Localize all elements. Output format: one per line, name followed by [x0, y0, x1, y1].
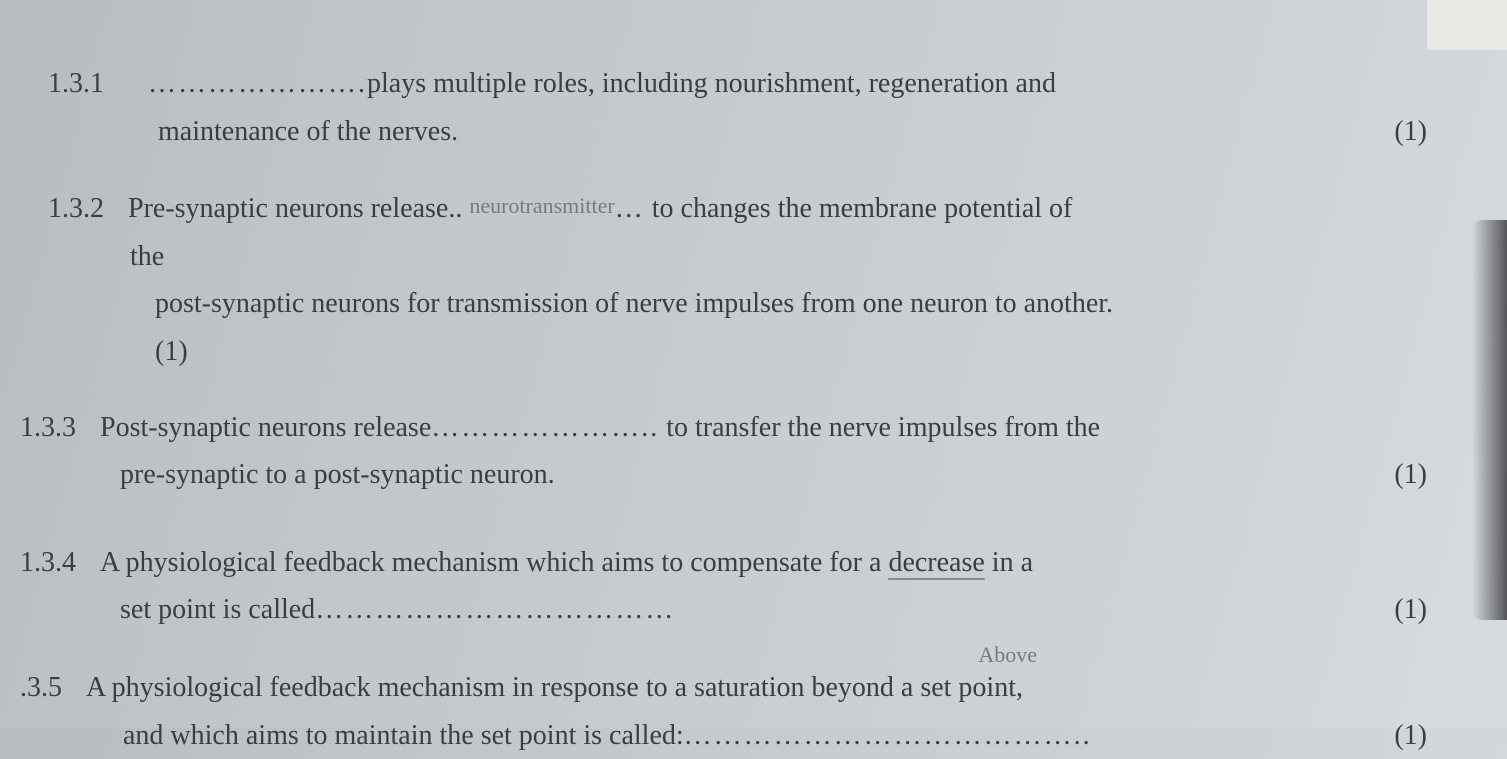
question-text-segment: post-synaptic neurons for transmission o… — [155, 288, 1113, 319]
handwritten-answer: neurotransmitter — [469, 187, 614, 224]
underlined-word: decrease — [888, 547, 984, 578]
question-text-segment: the — [130, 241, 164, 272]
marks-label: (1) — [1394, 108, 1427, 156]
question-number: 1.3.4 — [20, 539, 76, 587]
page-edge-light — [1427, 0, 1507, 50]
question-text-segment: Post-synaptic neurons release………………….. t… — [100, 404, 1100, 452]
page-edge-shadow — [1472, 220, 1507, 620]
question-1-3-4: 1.3.4 A physiological feedback mechanism… — [20, 539, 1467, 634]
question-number: .3.5 — [20, 664, 62, 712]
question-1-3-1: 1.3.1 ………………….plays multiple roles, incl… — [20, 60, 1467, 155]
question-text-segment: A physiological feedback mechanism in re… — [86, 664, 1023, 712]
handwritten-annotation: Above — [978, 642, 1037, 668]
question-number: 1.3.2 — [48, 185, 104, 233]
question-text-segment: pre-synaptic to a post-synaptic neuron. — [120, 451, 555, 499]
question-text-segment: set point is called……………………………… — [120, 586, 675, 634]
question-number: 1.3.3 — [20, 404, 76, 452]
question-text-segment: ………………….plays multiple roles, including … — [148, 60, 1056, 108]
question-text-segment: maintenance of the nerves. — [158, 108, 458, 156]
marks-label: (1) — [155, 336, 188, 367]
question-1-3-5: Above .3.5 A physiological feedback mech… — [20, 664, 1467, 759]
question-1-3-2: 1.3.2 Pre-synaptic neurons release.. neu… — [20, 185, 1467, 375]
marks-label: (1) — [1394, 451, 1427, 499]
question-number: 1.3.1 — [48, 60, 104, 108]
question-text-segment: Pre-synaptic neurons release.. neurotran… — [128, 185, 1072, 233]
question-text-segment: and which aims to maintain the set point… — [123, 712, 1092, 759]
marks-label: (1) — [1394, 712, 1427, 759]
marks-label: (1) — [1394, 586, 1427, 634]
question-text-segment: A physiological feedback mechanism which… — [100, 539, 1033, 587]
question-1-3-3: 1.3.3 Post-synaptic neurons release……………… — [20, 404, 1467, 499]
